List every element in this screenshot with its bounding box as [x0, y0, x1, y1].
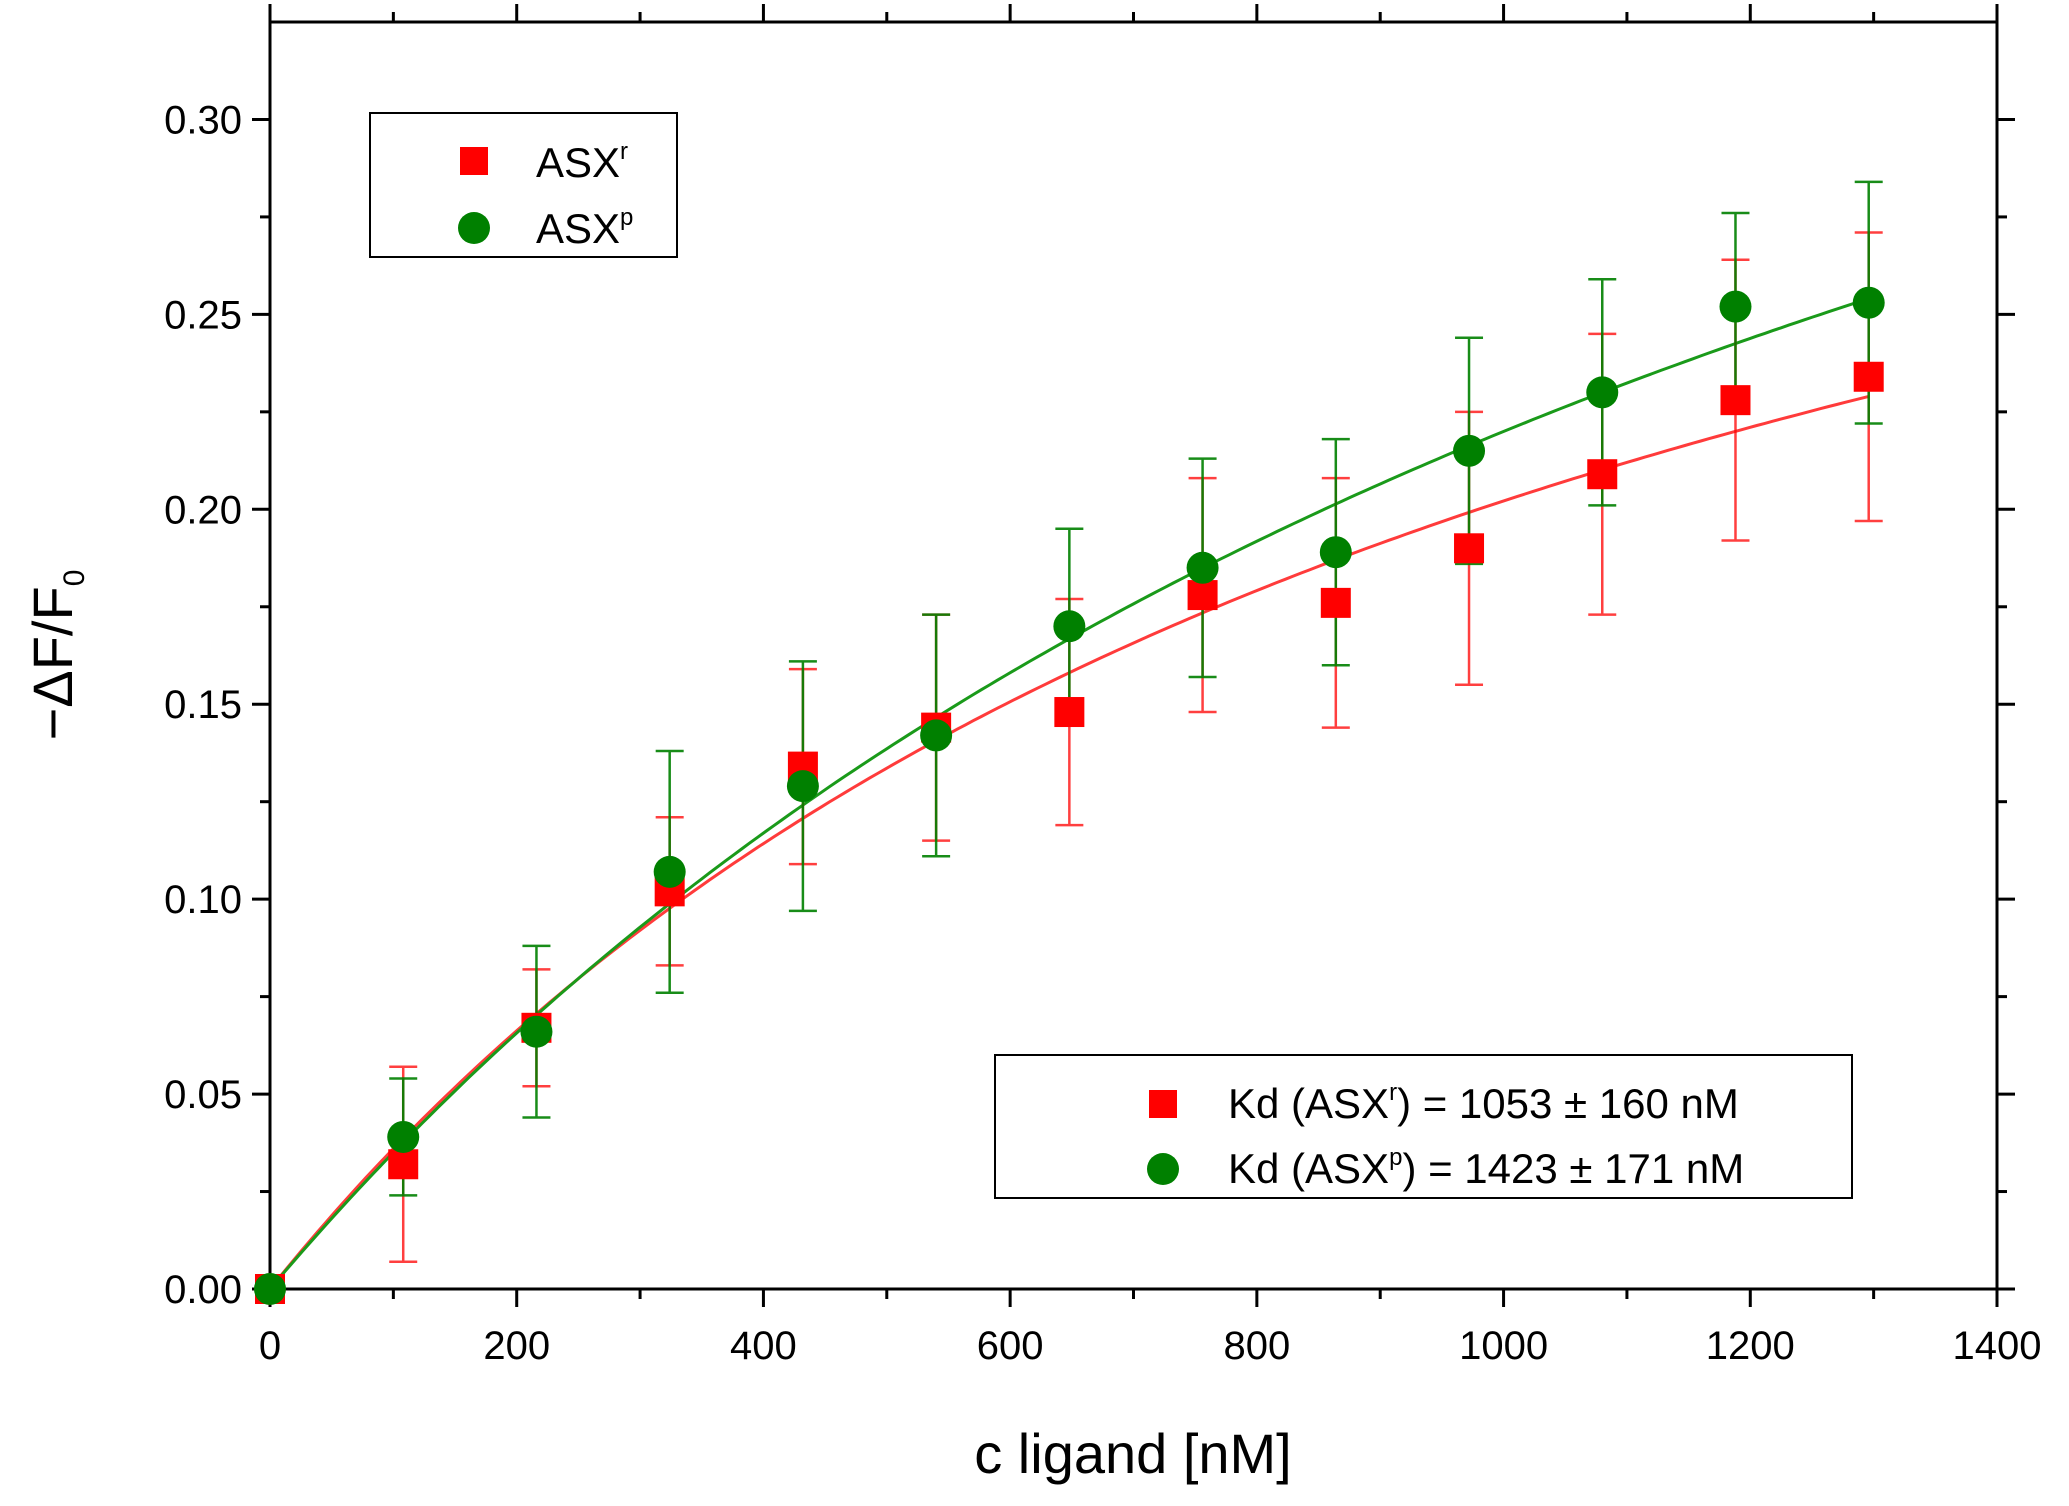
y-tick-label: 0.00 [164, 1268, 242, 1312]
legend-circle-marker [458, 212, 490, 244]
point-asx-p [1852, 286, 1885, 319]
legend-series: ASXr ASXp [369, 112, 678, 258]
legend-kd-asx-r-sup: r [1389, 1079, 1397, 1106]
y-axis-title-subscript: 0 [58, 570, 91, 587]
x-tick-label: 600 [977, 1324, 1044, 1368]
point-asx-r [1853, 361, 1884, 392]
legend-kd-asx-r-post: ) = 1053 ± 160 nM [1397, 1080, 1739, 1127]
y-tick-label: 0.15 [164, 683, 242, 727]
point-asx-p [1586, 376, 1619, 409]
point-asx-r [1320, 587, 1351, 618]
legend-kd-asx-r: Kd (ASXr) = 1053 ± 160 nM [1228, 1079, 1739, 1127]
x-tick-label: 1000 [1459, 1324, 1548, 1368]
legend-kd-square-marker [1149, 1090, 1177, 1118]
point-asx-r [1587, 459, 1618, 490]
legend-kd-asx-p-sup: p [1389, 1144, 1402, 1171]
x-tick-label: 1200 [1706, 1324, 1795, 1368]
legend-kd-circle-marker [1147, 1153, 1179, 1185]
point-asx-p [920, 719, 953, 752]
legend-label-asx-r-sup: r [620, 138, 628, 165]
legend-kd-asx-p: Kd (ASXp) = 1423 ± 171 nM [1228, 1144, 1744, 1192]
y-tick-label: 0.05 [164, 1073, 242, 1117]
legend-kd-asx-p-pre: Kd (ASX [1228, 1145, 1389, 1192]
y-tick-label: 0.25 [164, 293, 242, 337]
legend-label-asx-p-sup: p [620, 204, 633, 231]
y-axis-title: −ΔF/F0 [21, 570, 91, 741]
point-asx-p [387, 1120, 420, 1153]
y-tick-label: 0.10 [164, 878, 242, 922]
x-tick-label: 200 [483, 1324, 550, 1368]
legend-label-asx-p: ASXp [536, 204, 633, 252]
point-asx-r [1720, 385, 1751, 416]
point-asx-r [1454, 533, 1485, 564]
point-asx-p [1453, 434, 1486, 467]
x-tick-label: 0 [259, 1324, 281, 1368]
legend-series-box [369, 112, 678, 258]
legend-label-asx-r: ASXr [536, 138, 628, 186]
y-tick-label: 0.30 [164, 98, 242, 142]
legend-kd-box [994, 1054, 1853, 1199]
point-asx-r [1054, 697, 1085, 728]
point-asx-p [1319, 536, 1352, 569]
point-asx-r [388, 1149, 419, 1180]
point-asx-r [1187, 580, 1218, 611]
legend-kd-asx-r-pre: Kd (ASX [1228, 1080, 1389, 1127]
x-tick-label: 400 [730, 1324, 797, 1368]
legend-label-asx-p-main: ASX [536, 205, 620, 252]
y-axis-title-main: −ΔF/F [21, 586, 84, 740]
legend-label-asx-r-main: ASX [536, 139, 620, 186]
point-asx-p [254, 1273, 286, 1305]
legend-kd: Kd (ASXr) = 1053 ± 160 nM Kd (ASXp) = 14… [994, 1054, 1853, 1199]
point-asx-p [1186, 551, 1219, 584]
axis-ticks: 0 200 400 600 800 1000 1200 1400 0.00 0.05 0.10 0.1… [164, 4, 2041, 1368]
data-points [254, 286, 1885, 1305]
legend-kd-asx-p-post: ) = 1423 ± 171 nM [1402, 1145, 1744, 1192]
y-tick-label: 0.20 [164, 488, 242, 532]
legend-square-marker [460, 147, 488, 175]
point-asx-p [786, 770, 819, 803]
point-asx-p [1053, 610, 1086, 643]
x-axis-title: c ligand [nM] [974, 1422, 1292, 1485]
point-asx-p [653, 855, 686, 888]
x-tick-label: 800 [1223, 1324, 1290, 1368]
point-asx-p [1719, 290, 1752, 323]
point-asx-p [520, 1015, 553, 1048]
x-tick-label: 1400 [1953, 1324, 2042, 1368]
